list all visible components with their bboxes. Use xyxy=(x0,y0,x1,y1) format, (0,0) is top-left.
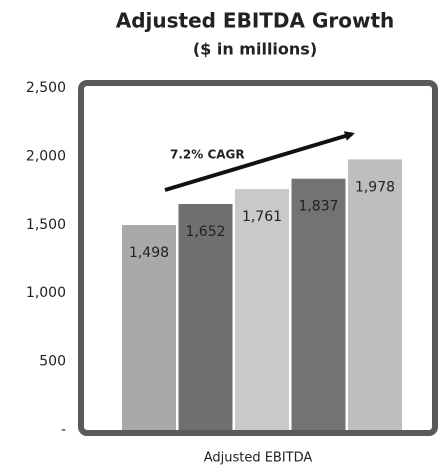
y-tick-label: 2,500 xyxy=(26,80,66,96)
cagr-arrow xyxy=(164,131,355,192)
bar xyxy=(291,178,346,430)
chart-title: Adjusted EBITDA Growth xyxy=(116,9,395,33)
value-label: 1,498 xyxy=(129,245,169,261)
value-label: 1,652 xyxy=(185,224,225,240)
y-tick-label: 1,000 xyxy=(26,285,66,301)
plot-frame xyxy=(78,80,438,436)
chart-subtitle: ($ in millions) xyxy=(193,40,317,59)
bar xyxy=(235,189,289,430)
bar xyxy=(122,225,176,430)
bar xyxy=(348,159,402,430)
value-label: 1,837 xyxy=(298,199,338,215)
y-tick-label: - xyxy=(61,422,66,438)
y-tick-label: 500 xyxy=(39,354,66,370)
value-label: 1,761 xyxy=(242,209,282,225)
y-tick-label: 2,000 xyxy=(26,148,66,164)
value-label: 1,978 xyxy=(355,179,395,195)
x-axis-label: Adjusted EBITDA xyxy=(204,451,313,466)
y-tick-label: 1,500 xyxy=(26,217,66,233)
bar xyxy=(178,204,233,430)
annotation: 7.2% CAGR xyxy=(170,148,245,162)
